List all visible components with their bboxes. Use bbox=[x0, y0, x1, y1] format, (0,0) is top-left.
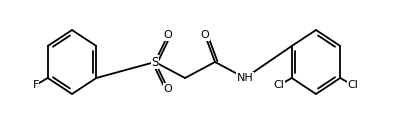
Text: Cl: Cl bbox=[348, 81, 359, 91]
Text: NH: NH bbox=[237, 73, 253, 83]
Text: Cl: Cl bbox=[273, 81, 284, 91]
Text: O: O bbox=[201, 30, 209, 40]
Text: O: O bbox=[164, 84, 172, 94]
Text: S: S bbox=[151, 55, 159, 69]
Text: O: O bbox=[164, 30, 172, 40]
Text: F: F bbox=[32, 80, 39, 90]
